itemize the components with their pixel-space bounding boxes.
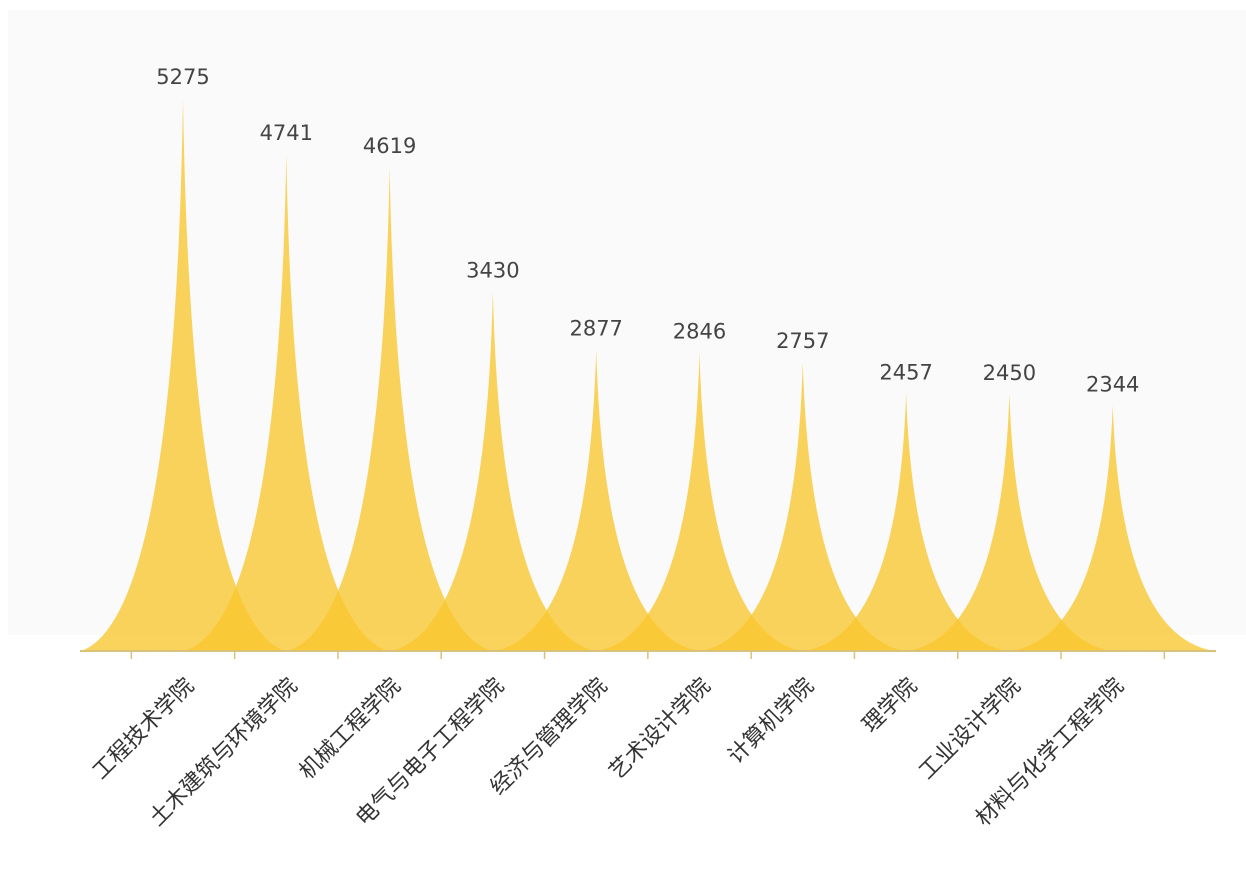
data-label: 2450 xyxy=(983,361,1036,385)
spike-bar xyxy=(494,349,699,651)
x-tick-label: 工业设计学院 xyxy=(915,674,1026,785)
spike-bar xyxy=(907,394,1112,651)
data-label: 4619 xyxy=(363,134,416,158)
spike-bar xyxy=(804,393,1009,651)
x-tick-label-layer: 工程技术学院土木建筑与环境学院机械工程学院电气与电子工程学院经济与管理学院艺术设… xyxy=(88,674,1129,832)
spike-layer xyxy=(81,98,1215,651)
spike-bar xyxy=(700,361,905,651)
spike-bar xyxy=(81,98,285,651)
data-label-layer: 5275 4741 4619 3430 2877 2846 2757 2457 2450 2344 xyxy=(156,65,1139,396)
spike-bar xyxy=(184,153,389,651)
data-label: 5275 xyxy=(156,65,209,89)
spike-bar xyxy=(287,166,492,651)
x-tick-label: 理学院 xyxy=(858,674,922,738)
x-tick-label: 计算机学院 xyxy=(724,674,819,769)
spike-bar xyxy=(1010,405,1215,651)
data-label: 2846 xyxy=(673,320,726,344)
data-label: 2877 xyxy=(569,316,622,340)
x-tick-label: 机械工程学院 xyxy=(295,674,406,785)
data-label: 2457 xyxy=(879,360,932,384)
data-label: 2757 xyxy=(776,329,829,353)
data-label: 4741 xyxy=(260,121,313,145)
spike-bar xyxy=(597,352,802,651)
data-label: 2344 xyxy=(1086,372,1139,396)
spike-bar xyxy=(390,291,595,651)
x-tick-label: 艺术设计学院 xyxy=(605,674,716,785)
x-tick-label: 工程技术学院 xyxy=(88,674,199,785)
x-axis xyxy=(80,650,1216,659)
data-label: 3430 xyxy=(466,258,519,282)
